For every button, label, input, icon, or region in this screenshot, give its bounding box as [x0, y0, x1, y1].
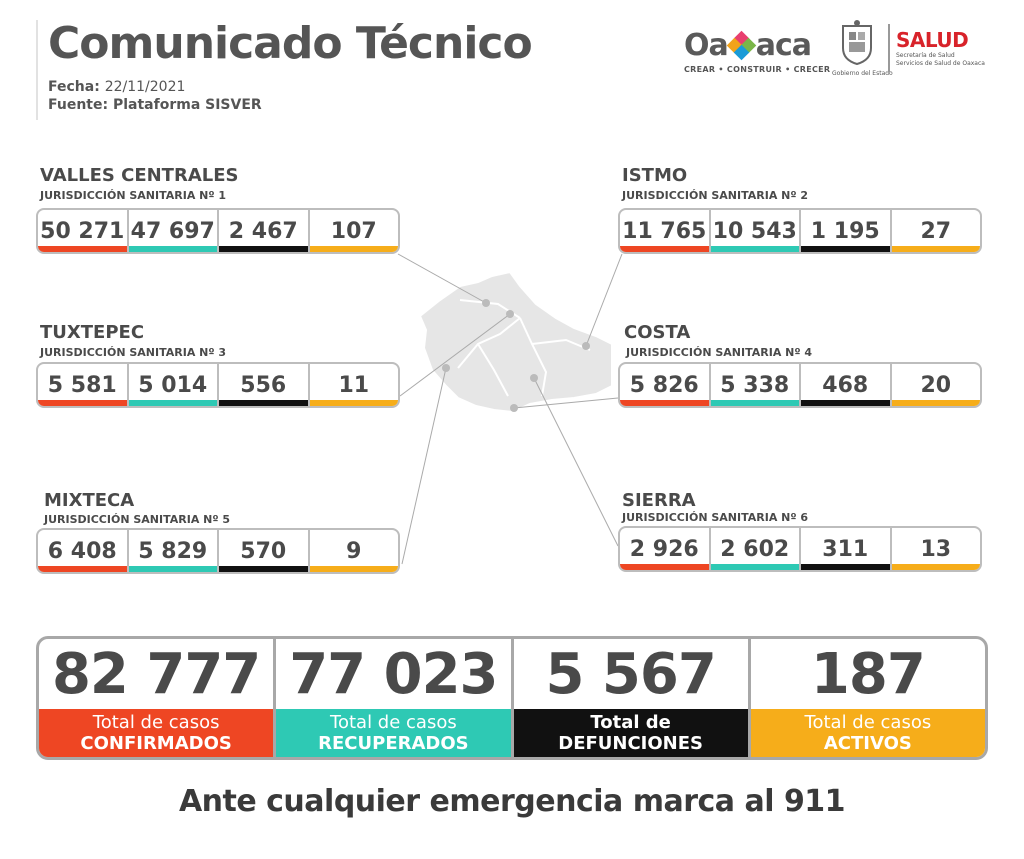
- region-jurisdiction: JURISDICCIÓN SANITARIA Nº 1: [40, 189, 227, 202]
- total-confirmed-label: Total de casos CONFIRMADOS: [39, 709, 274, 757]
- salud-word: SALUD: [896, 28, 969, 52]
- total-recovered-label: Total de casos RECUPERADOS: [276, 709, 511, 757]
- region-borders: [457, 299, 591, 397]
- deaths-count: 556: [219, 364, 310, 406]
- date-value: 22/11/2021: [104, 79, 186, 95]
- salud-logo: SALUD Secretaría de Salud Servicios de S…: [896, 28, 996, 68]
- source-label: Fuente:: [48, 97, 109, 113]
- total-active-label: Total de casos ACTIVOS: [750, 709, 985, 757]
- region-jurisdiction: JURISDICCIÓN SANITARIA Nº 2: [622, 189, 809, 202]
- recovered-count: 5 338: [710, 364, 801, 406]
- region-name: SIERRA: [622, 490, 696, 511]
- confirmed-count: 5 826: [620, 364, 711, 406]
- total-label-line2: RECUPERADOS: [318, 733, 469, 754]
- total-deaths-value: 5 567: [545, 641, 716, 707]
- recovered-count: 5 829: [128, 530, 219, 572]
- total-label-line1: Total de casos: [92, 712, 220, 733]
- oaxaca-logo-text-a: Oa: [684, 28, 729, 63]
- deaths-count: 2 467: [219, 210, 310, 252]
- date-line: Fecha: 22/11/2021: [48, 79, 185, 95]
- deaths-count: 1 195: [801, 210, 892, 252]
- active-count: 27: [891, 210, 981, 252]
- region-jurisdiction: JURISDICCIÓN SANITARIA Nº 4: [626, 346, 813, 359]
- logo-divider: [888, 24, 890, 72]
- total-deaths-label: Total de DEFUNCIONES: [513, 709, 748, 757]
- region-markers: [442, 299, 590, 412]
- total-label-line2: DEFUNCIONES: [558, 733, 703, 754]
- total-label-line1: Total de casos: [330, 712, 457, 733]
- total-label-line2: CONFIRMADOS: [80, 733, 232, 754]
- region-stats-costa: 5 826 5 338 468 20: [618, 362, 982, 408]
- total-label-line1: Total de casos: [804, 712, 932, 733]
- total-deaths: 5 567 Total de DEFUNCIONES: [513, 639, 751, 757]
- total-label-line2: ACTIVOS: [823, 733, 912, 754]
- totals-panel: 82 777 Total de casos CONFIRMADOS 77 023…: [36, 636, 988, 760]
- region-stats-istmo: 11 765 10 543 1 195 27: [618, 208, 982, 254]
- salud-sub2: Servicios de Salud de Oaxaca: [896, 60, 985, 67]
- active-count: 11: [309, 364, 399, 406]
- region-stats-valles-centrales: 50 271 47 697 2 467 107: [36, 208, 400, 254]
- region-jurisdiction: JURISDICCIÓN SANITARIA Nº 3: [40, 346, 227, 359]
- region-name: VALLES CENTRALES: [40, 165, 239, 186]
- total-active-value: 187: [810, 641, 926, 707]
- confirmed-count: 6 408: [38, 530, 129, 572]
- total-recovered: 77 023 Total de casos RECUPERADOS: [276, 639, 514, 757]
- region-stats-sierra: 2 926 2 602 311 13: [618, 526, 982, 572]
- region-name: ISTMO: [622, 165, 688, 186]
- emergency-footer: Ante cualquier emergencia marca al 911: [178, 784, 846, 819]
- active-count: 107: [309, 210, 399, 252]
- total-recovered-value: 77 023: [289, 641, 498, 707]
- seal-caption: Gobierno del Estado: [832, 70, 893, 77]
- source-line: Fuente: Plataforma SISVER: [48, 97, 262, 113]
- confirmed-count: 11 765: [620, 210, 711, 252]
- state-seal: Gobierno del Estado: [832, 18, 893, 82]
- total-confirmed: 82 777 Total de casos CONFIRMADOS: [39, 639, 277, 757]
- recovered-count: 2 602: [710, 528, 801, 570]
- region-name: COSTA: [624, 322, 691, 343]
- region-jurisdiction: JURISDICCIÓN SANITARIA Nº 6: [622, 511, 809, 524]
- region-name: MIXTECA: [44, 490, 135, 511]
- oaxaca-logo-text-b: aca: [755, 28, 812, 63]
- source-value: Plataforma SISVER: [112, 97, 262, 113]
- recovered-count: 47 697: [128, 210, 219, 252]
- total-confirmed-value: 82 777: [51, 641, 261, 707]
- state-outline: [418, 270, 613, 414]
- date-label: Fecha:: [48, 79, 100, 95]
- header-divider: [36, 20, 38, 120]
- recovered-count: 10 543: [710, 210, 801, 252]
- seal-icon: [842, 20, 872, 66]
- total-label-line1: Total de: [590, 712, 671, 733]
- confirmed-count: 5 581: [38, 364, 129, 406]
- active-count: 9: [309, 530, 399, 572]
- oaxaca-tagline: CREAR • CONSTRUIR • CRECER: [684, 65, 831, 74]
- deaths-count: 468: [801, 364, 892, 406]
- region-stats-tuxtepec: 5 581 5 014 556 11: [36, 362, 400, 408]
- active-count: 13: [891, 528, 981, 570]
- oaxaca-x-icon: [726, 30, 757, 60]
- total-active: 187 Total de casos ACTIVOS: [750, 639, 985, 757]
- oaxaca-logo: Oa aca CREAR • CONSTRUIR • CRECER: [684, 28, 831, 80]
- deaths-count: 570: [219, 530, 310, 572]
- region-jurisdiction: JURISDICCIÓN SANITARIA Nº 5: [44, 513, 231, 526]
- salud-sub1: Secretaría de Salud: [896, 52, 955, 59]
- recovered-count: 5 014: [128, 364, 219, 406]
- region-stats-mixteca: 6 408 5 829 570 9: [36, 528, 400, 574]
- active-count: 20: [891, 364, 981, 406]
- region-name: TUXTEPEC: [40, 322, 145, 343]
- confirmed-count: 50 271: [38, 210, 129, 252]
- connector-lines: [397, 253, 623, 565]
- deaths-count: 311: [801, 528, 892, 570]
- confirmed-count: 2 926: [620, 528, 711, 570]
- page-title: Comunicado Técnico: [48, 18, 533, 69]
